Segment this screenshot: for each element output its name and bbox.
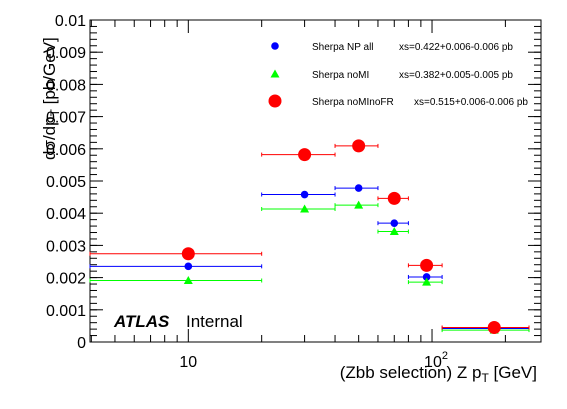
data-point-0 xyxy=(390,219,399,227)
x-axis-title: (Zbb selection) Z pT [GeV] xyxy=(340,363,537,385)
y-axis-title-main: dσ/dp xyxy=(40,116,59,160)
data-point-2 xyxy=(298,148,312,162)
y-axis-title-sub: T xyxy=(48,108,62,116)
data-point-1 xyxy=(389,227,399,236)
x-tick-label: 10 xyxy=(179,354,197,371)
y-tick-label: 0.01 xyxy=(55,13,86,30)
data-point-0 xyxy=(300,190,309,199)
y-axis-title: dσ/dpT [pb/GeV] xyxy=(40,37,62,160)
data-point-2 xyxy=(420,258,434,272)
y-tick-label: 0.001 xyxy=(46,303,86,320)
y-tick-label: 0.003 xyxy=(46,238,86,255)
x-tick-label: 102 xyxy=(424,350,448,371)
y-tick-label: 0.007 xyxy=(46,110,86,127)
internal-label: Internal xyxy=(186,312,243,331)
legend-xs-2: xs=0.515+0.006-0.006 pb xyxy=(414,97,528,108)
data-point-2 xyxy=(487,321,501,335)
legend-marker-1 xyxy=(270,69,280,78)
legend-marker-2 xyxy=(268,94,282,108)
x-axis-title-unit: [GeV] xyxy=(489,363,537,382)
legend-label-0: Sherpa NP all xyxy=(312,42,374,53)
y-tick-label: 0.004 xyxy=(46,206,86,223)
data-point-2 xyxy=(181,247,195,261)
plot-frame xyxy=(89,19,542,343)
data-point-2 xyxy=(352,139,366,153)
y-tick-label: 0 xyxy=(77,335,86,352)
x-axis-title-main: (Zbb selection) Z p xyxy=(340,363,482,382)
legend-xs-0: xs=0.422+0.006-0.006 pb xyxy=(399,42,513,53)
y-tick-label: 0.006 xyxy=(46,142,86,159)
legend-label-1: Sherpa noMI xyxy=(312,70,369,81)
data-point-1 xyxy=(422,277,432,286)
y-tick-label: 0.005 xyxy=(46,174,86,191)
legend-xs-1: xs=0.382+0.005-0.005 pb xyxy=(399,70,513,81)
legend-marker-0 xyxy=(271,42,279,50)
legend-label-2: Sherpa noMInoFR xyxy=(312,97,394,108)
data-point-0 xyxy=(184,262,193,271)
data-point-0 xyxy=(422,273,431,281)
atlas-label: ATLAS xyxy=(113,312,170,331)
y-axis-title-unit: [pb/GeV] xyxy=(40,37,59,109)
y-tick-label: 0.002 xyxy=(46,271,86,288)
x-axis-title-sub: T xyxy=(481,371,489,385)
data-point-0 xyxy=(354,184,363,192)
data-point-1 xyxy=(300,204,310,213)
y-tick-label: 0.009 xyxy=(46,45,86,62)
data-point-1 xyxy=(183,275,193,284)
data-point-2 xyxy=(387,191,401,205)
y-tick-label: 0.008 xyxy=(46,77,86,94)
data-point-1 xyxy=(354,200,364,209)
